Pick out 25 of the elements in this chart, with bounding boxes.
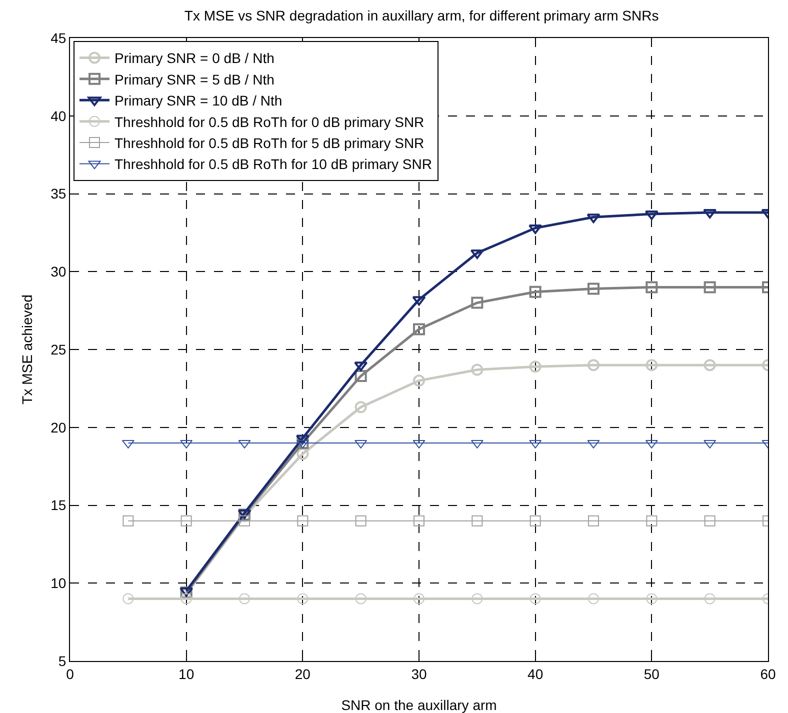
legend-label: Threshhold for 0.5 dB RoTh for 5 dB primary SNR bbox=[114, 134, 424, 151]
x-tick-label: 30 bbox=[411, 666, 427, 682]
x-tick-label: 50 bbox=[644, 666, 660, 682]
x-axis-title: SNR on the auxillary arm bbox=[341, 697, 497, 713]
x-tick-label: 0 bbox=[66, 666, 74, 682]
x-tick-label: 40 bbox=[528, 666, 544, 682]
legend-label: Primary SNR = 0 dB / Nth bbox=[114, 50, 274, 66]
y-tick-label: 40 bbox=[50, 108, 66, 124]
legend-label: Primary SNR = 5 dB / Nth bbox=[114, 71, 274, 88]
y-tick-label: 15 bbox=[50, 497, 66, 514]
y-tick-label: 45 bbox=[50, 30, 66, 46]
y-tick-label: 30 bbox=[50, 264, 66, 280]
x-tick-label: 20 bbox=[294, 666, 311, 682]
legend-label: Threshhold for 0.5 dB RoTh for 10 dB primary SNR bbox=[114, 156, 432, 172]
legend-label: Threshhold for 0.5 dB RoTh for 0 dB primary SNR bbox=[114, 114, 424, 130]
legend-label: Primary SNR = 10 dB / Nth bbox=[114, 92, 282, 109]
chart-title: Tx MSE vs SNR degradation in auxillary arm, for different primary arm SNRs bbox=[184, 7, 659, 24]
y-tick-label: 5 bbox=[58, 652, 66, 669]
y-tick-label: 35 bbox=[50, 186, 66, 202]
y-tick-label: 20 bbox=[50, 419, 66, 436]
y-tick-label: 25 bbox=[50, 341, 66, 358]
y-axis-title: Tx MSE achieved bbox=[19, 294, 35, 404]
x-tick-label: 10 bbox=[178, 666, 194, 682]
y-tick-label: 10 bbox=[50, 575, 66, 592]
x-tick-label: 60 bbox=[760, 666, 776, 682]
